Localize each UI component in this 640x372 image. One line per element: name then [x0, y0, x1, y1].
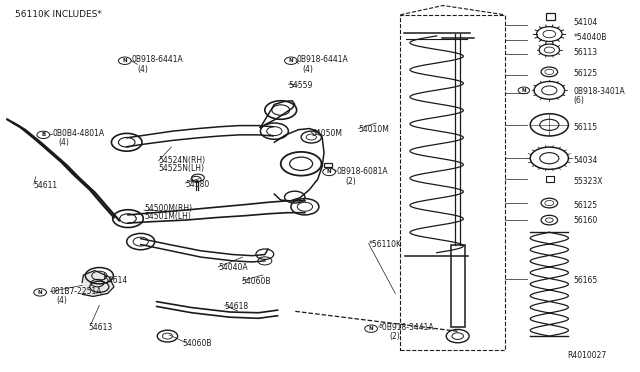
Text: 56165: 56165 — [573, 276, 598, 285]
Text: 54500M(RH): 54500M(RH) — [144, 205, 192, 214]
Text: 56115: 56115 — [573, 123, 598, 132]
Text: (4): (4) — [302, 65, 313, 74]
Text: 56110K INCLUDES*: 56110K INCLUDES* — [15, 10, 102, 19]
Text: *0B918-3441A: *0B918-3441A — [379, 323, 435, 332]
Text: 54060B: 54060B — [182, 339, 212, 348]
Text: (6): (6) — [573, 96, 584, 105]
Text: 54501M(LH): 54501M(LH) — [144, 212, 191, 221]
Text: 54050M: 54050M — [311, 129, 342, 138]
Text: 54010M: 54010M — [358, 125, 389, 134]
Text: (4): (4) — [58, 138, 69, 147]
Text: N: N — [327, 169, 332, 174]
Text: 56160: 56160 — [573, 216, 598, 225]
Text: 54104: 54104 — [573, 19, 598, 28]
Text: 54040A: 54040A — [218, 263, 248, 272]
Text: 54034: 54034 — [573, 155, 598, 164]
Text: 0B918-6081A: 0B918-6081A — [337, 167, 388, 176]
Text: (2): (2) — [346, 177, 356, 186]
Text: 0B0B4-4801A: 0B0B4-4801A — [53, 129, 105, 138]
Text: N: N — [38, 290, 42, 295]
Text: 56125: 56125 — [573, 69, 598, 78]
Text: 54524N(RH): 54524N(RH) — [159, 156, 205, 165]
Text: (4): (4) — [57, 296, 68, 305]
Text: 54618: 54618 — [225, 302, 249, 311]
Text: 54614: 54614 — [104, 276, 128, 285]
Text: 0B918-6441A: 0B918-6441A — [131, 55, 183, 64]
Text: 56125: 56125 — [573, 201, 598, 210]
Text: N: N — [369, 326, 373, 331]
Text: (4): (4) — [138, 65, 148, 74]
Text: B: B — [41, 132, 45, 137]
Text: 54559: 54559 — [289, 81, 313, 90]
Text: 54611: 54611 — [34, 181, 58, 190]
Text: N: N — [289, 58, 293, 63]
Text: 0B918-6441A: 0B918-6441A — [296, 55, 348, 64]
Text: 0B918-3401A: 0B918-3401A — [573, 87, 625, 96]
Text: R4010027: R4010027 — [567, 351, 606, 360]
Text: 54580: 54580 — [185, 180, 209, 189]
Text: 081B7-2251A: 081B7-2251A — [51, 287, 102, 296]
Text: N: N — [122, 58, 127, 63]
Text: 55323X: 55323X — [573, 177, 603, 186]
Text: 54060B: 54060B — [241, 277, 271, 286]
Text: *54040B: *54040B — [573, 33, 607, 42]
Text: 54525N(LH): 54525N(LH) — [159, 164, 205, 173]
Text: *56110K: *56110K — [369, 240, 401, 249]
Text: 56113: 56113 — [573, 48, 598, 57]
Polygon shape — [82, 270, 114, 296]
Text: N: N — [522, 88, 526, 93]
Text: 54613: 54613 — [88, 323, 113, 332]
Text: (2): (2) — [389, 332, 400, 341]
